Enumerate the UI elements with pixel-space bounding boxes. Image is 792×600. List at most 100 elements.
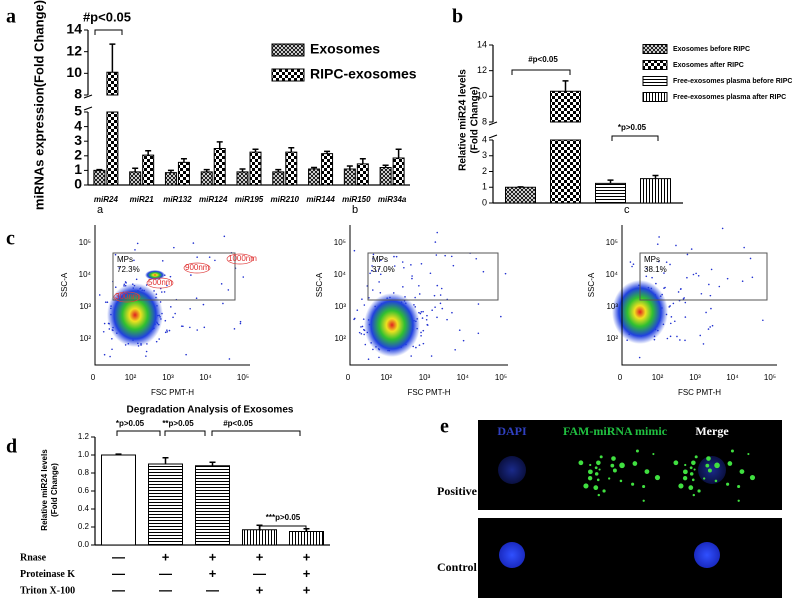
event-dot: [444, 254, 446, 257]
event-dot: [208, 256, 211, 258]
panel-label: c: [6, 228, 15, 250]
event-dot: [679, 339, 681, 341]
event-dot: [436, 316, 438, 319]
event-dot: [367, 358, 370, 361]
event-dot: [656, 243, 659, 245]
treatment-sign: +: [162, 549, 170, 564]
event-dot: [364, 343, 367, 346]
event-dot: [420, 334, 422, 337]
error-bar: [562, 80, 569, 92]
annotation: **p>0.05: [162, 419, 194, 428]
event-dot: [697, 274, 700, 277]
fam-signal: [597, 493, 600, 497]
fam-signal: [692, 493, 695, 497]
y-tick-label: 1: [74, 161, 82, 177]
x-tick-label: 0: [346, 373, 351, 382]
fam-signal: [587, 475, 593, 481]
event-dot: [145, 355, 147, 357]
y-tick-label: 8: [74, 86, 82, 102]
treatment-sign: —: [112, 582, 125, 597]
x-tick-label: miR132: [163, 195, 192, 204]
event-dot: [192, 242, 195, 244]
event-dot: [393, 265, 396, 267]
event-dot: [358, 331, 361, 334]
event-dot: [411, 277, 413, 280]
bar: [379, 166, 392, 186]
event-dot: [145, 350, 148, 353]
event-dot: [166, 284, 168, 287]
event-dot: [403, 266, 405, 269]
fam-signal: [693, 468, 696, 471]
fam-signal: [737, 499, 740, 502]
event-dot: [418, 344, 421, 346]
legend-label: Exosomes before RIPC: [673, 46, 750, 53]
bar: [249, 151, 262, 186]
event-dot: [172, 316, 174, 319]
bar: [550, 90, 581, 204]
fam-signal: [714, 479, 718, 483]
event-dot: [422, 310, 424, 313]
x-tick-label: 10²: [652, 373, 664, 382]
event-dot: [426, 314, 428, 317]
error-bar: [203, 168, 210, 172]
x-tick-label: 10⁵: [495, 373, 507, 382]
size-marker: [146, 277, 174, 289]
treatment-label: Rnase: [20, 552, 47, 563]
error-bar: [652, 174, 659, 179]
event-dot: [684, 301, 687, 304]
bar: [93, 169, 106, 186]
event-dot: [353, 317, 356, 320]
bar: [392, 157, 405, 186]
event-dot: [663, 272, 665, 274]
fam-signal: [697, 489, 701, 493]
event-dot: [169, 275, 172, 278]
legend-label: RIPC-exosomes: [310, 66, 417, 82]
fam-signal: [594, 466, 598, 470]
fam-signal: [737, 484, 741, 489]
plot-axes: [621, 225, 777, 366]
event-dot: [679, 288, 682, 290]
plot-label: b: [352, 204, 358, 216]
fam-signal: [682, 469, 688, 475]
x-tick-label: miR34a: [378, 195, 407, 204]
nucleus: [498, 456, 526, 484]
size-marker: [113, 291, 141, 303]
bar: [106, 71, 119, 186]
event-dot: [133, 259, 135, 262]
fam-signal: [589, 463, 592, 467]
event-dot: [422, 329, 425, 332]
event-dot: [669, 263, 671, 266]
event-dot: [369, 272, 371, 275]
event-dot: [227, 289, 230, 291]
event-dot: [372, 253, 375, 256]
y-tick-label: 0.6: [78, 486, 90, 495]
event-dot: [118, 267, 121, 269]
fam-signal: [635, 449, 639, 453]
x-axis-label: FSC PMT-H: [407, 388, 450, 397]
event-dot: [721, 227, 724, 230]
bar: [213, 148, 226, 186]
fam-signal: [587, 469, 593, 475]
event-dot: [419, 312, 422, 315]
error-bar: [382, 164, 389, 168]
event-dot: [363, 333, 365, 336]
treatment-sign: +: [256, 549, 264, 564]
event-dot: [658, 260, 660, 263]
event-dot: [214, 259, 216, 262]
event-dot: [242, 276, 245, 278]
event-dot: [439, 302, 442, 305]
treatment-sign: —: [159, 582, 172, 597]
y-tick-label: 10: [477, 91, 487, 101]
fam-signal: [608, 477, 611, 480]
error-bar: [395, 148, 402, 158]
event-dot: [441, 307, 444, 310]
event-dot: [418, 311, 420, 314]
y-axis-label: SSC-A: [587, 272, 596, 297]
event-dot: [202, 303, 205, 306]
event-dot: [360, 326, 362, 328]
fam-signal: [610, 463, 615, 468]
event-dot: [663, 287, 665, 289]
y-tick-label: 8: [482, 116, 487, 126]
bracket: [511, 69, 571, 75]
legend-swatch: [642, 76, 668, 86]
